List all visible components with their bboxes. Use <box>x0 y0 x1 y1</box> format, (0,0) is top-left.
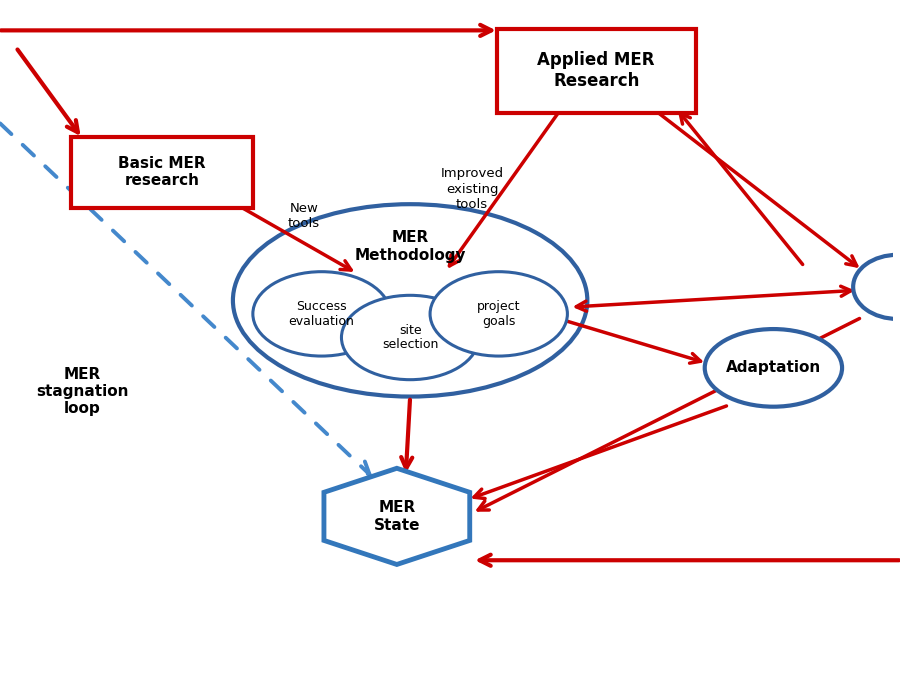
FancyBboxPatch shape <box>71 136 253 208</box>
Ellipse shape <box>705 329 842 406</box>
Ellipse shape <box>253 272 391 356</box>
Text: MER
State: MER State <box>374 500 420 533</box>
FancyBboxPatch shape <box>497 29 696 113</box>
Ellipse shape <box>233 204 588 396</box>
Text: Basic MER
research: Basic MER research <box>118 156 206 188</box>
Polygon shape <box>324 468 470 564</box>
Ellipse shape <box>341 296 479 379</box>
Text: Adaptation: Adaptation <box>725 360 821 375</box>
Text: Success
evaluation: Success evaluation <box>289 300 355 328</box>
Text: Applied MER
Research: Applied MER Research <box>537 51 655 90</box>
Text: Improved
existing
tools: Improved existing tools <box>441 167 504 211</box>
Ellipse shape <box>430 272 567 356</box>
Text: MER
Methodology: MER Methodology <box>355 230 466 263</box>
Text: project
goals: project goals <box>477 300 520 328</box>
Ellipse shape <box>853 255 900 319</box>
Text: New
tools: New tools <box>288 202 320 230</box>
Text: MER
stagnation
loop: MER stagnation loop <box>36 367 129 416</box>
Text: site
selection: site selection <box>382 323 438 352</box>
